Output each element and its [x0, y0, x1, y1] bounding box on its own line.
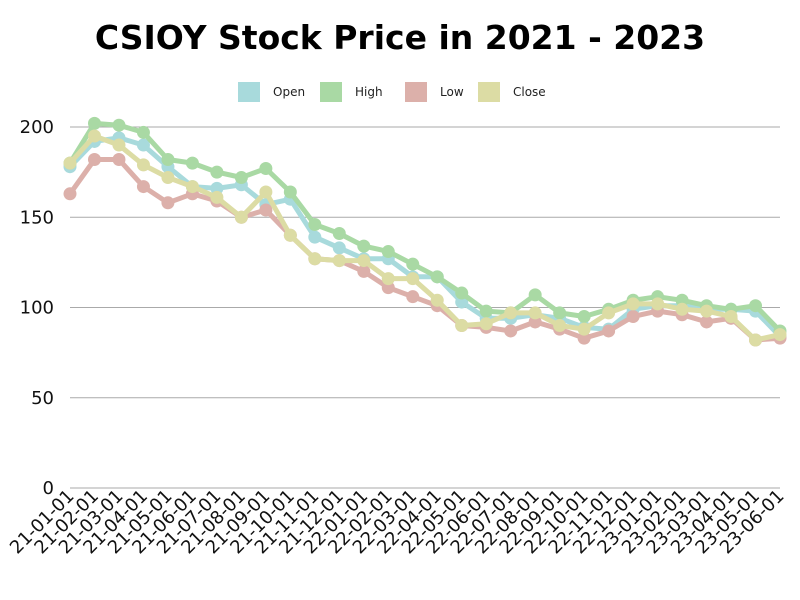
data-point-high	[234, 171, 248, 185]
data-point-high	[259, 162, 273, 176]
data-point-high	[675, 293, 689, 307]
series-close	[63, 129, 787, 347]
data-point-low	[161, 196, 175, 210]
data-point-high	[381, 245, 395, 259]
legend-swatch-low	[405, 82, 427, 102]
data-point-close	[381, 272, 395, 286]
data-point-low	[87, 152, 101, 166]
data-point-high	[283, 185, 297, 199]
data-point-low	[112, 152, 126, 166]
data-point-low	[528, 315, 542, 329]
data-point-open	[136, 138, 150, 152]
data-point-close	[455, 319, 469, 333]
data-point-high	[308, 217, 322, 231]
data-point-high	[161, 152, 175, 166]
data-point-close	[528, 306, 542, 320]
data-point-low	[381, 281, 395, 295]
y-tick-label: 150	[20, 207, 54, 228]
data-point-high	[553, 306, 567, 320]
data-point-high	[479, 304, 493, 318]
data-point-close	[308, 252, 322, 266]
data-point-low	[136, 180, 150, 194]
data-point-close	[406, 272, 420, 286]
data-point-low	[626, 310, 640, 324]
data-point-low	[406, 290, 420, 304]
data-point-close	[112, 138, 126, 152]
data-point-close	[749, 333, 763, 347]
data-point-high	[332, 226, 346, 240]
series-line-low	[67, 157, 783, 343]
series-lines	[63, 116, 787, 347]
data-point-close	[479, 317, 493, 331]
chart-title: CSIOY Stock Price in 2021 - 2023	[94, 18, 706, 57]
data-point-low	[577, 331, 591, 345]
legend-swatch-close	[478, 82, 500, 102]
data-point-close	[332, 254, 346, 268]
data-point-high	[430, 270, 444, 284]
data-point-close	[87, 129, 101, 143]
data-point-high	[528, 288, 542, 302]
data-point-close	[773, 328, 787, 342]
series-line-close	[67, 133, 783, 343]
data-point-open	[308, 230, 322, 244]
data-point-open	[210, 181, 224, 195]
y-tick-label: 200	[20, 117, 54, 138]
data-point-close	[283, 228, 297, 242]
data-point-high	[406, 257, 420, 271]
data-point-high	[87, 116, 101, 130]
legend-label-high: High	[355, 85, 383, 99]
data-point-low	[259, 203, 273, 217]
data-point-high	[577, 310, 591, 324]
data-point-close	[185, 180, 199, 194]
data-point-open	[332, 241, 346, 255]
y-axis-ticks: 0 50 100 150 200	[20, 117, 54, 499]
data-point-low	[357, 264, 371, 278]
data-point-close	[430, 293, 444, 307]
data-point-close	[626, 297, 640, 311]
data-point-low	[504, 324, 518, 338]
data-point-high	[455, 286, 469, 300]
data-point-close	[577, 322, 591, 336]
data-point-high	[749, 299, 763, 313]
y-tick-label: 50	[31, 388, 54, 409]
data-point-low	[63, 187, 77, 201]
data-point-close	[602, 306, 616, 320]
legend-label-open: Open	[273, 85, 305, 99]
x-axis-ticks: 21-01-0121-02-0121-03-0121-04-0121-05-01…	[6, 486, 789, 559]
data-point-close	[675, 302, 689, 316]
data-point-close	[259, 185, 273, 199]
data-point-high	[185, 156, 199, 170]
data-point-close	[700, 304, 714, 318]
data-point-close	[161, 171, 175, 185]
series-high	[63, 116, 787, 338]
data-point-close	[651, 297, 665, 311]
data-point-close	[724, 310, 738, 324]
data-point-high	[210, 165, 224, 179]
data-point-close	[210, 190, 224, 204]
data-point-close	[63, 156, 77, 170]
y-tick-label: 100	[20, 298, 54, 319]
data-point-close	[136, 158, 150, 172]
data-point-low	[602, 324, 616, 338]
data-point-high	[112, 118, 126, 132]
data-point-high	[357, 239, 371, 253]
legend-label-close: Close	[513, 85, 546, 99]
data-point-open	[455, 295, 469, 309]
data-point-high	[136, 125, 150, 139]
legend-label-low: Low	[440, 85, 464, 99]
legend: Open High Low Close	[238, 82, 546, 102]
data-point-close	[553, 319, 567, 333]
data-point-low	[700, 315, 714, 329]
data-point-close	[234, 210, 248, 224]
legend-swatch-high	[320, 82, 342, 102]
data-point-close	[504, 306, 518, 320]
y-tick-label: 0	[43, 478, 54, 499]
legend-swatch-open	[238, 82, 260, 102]
data-point-close	[357, 254, 371, 268]
